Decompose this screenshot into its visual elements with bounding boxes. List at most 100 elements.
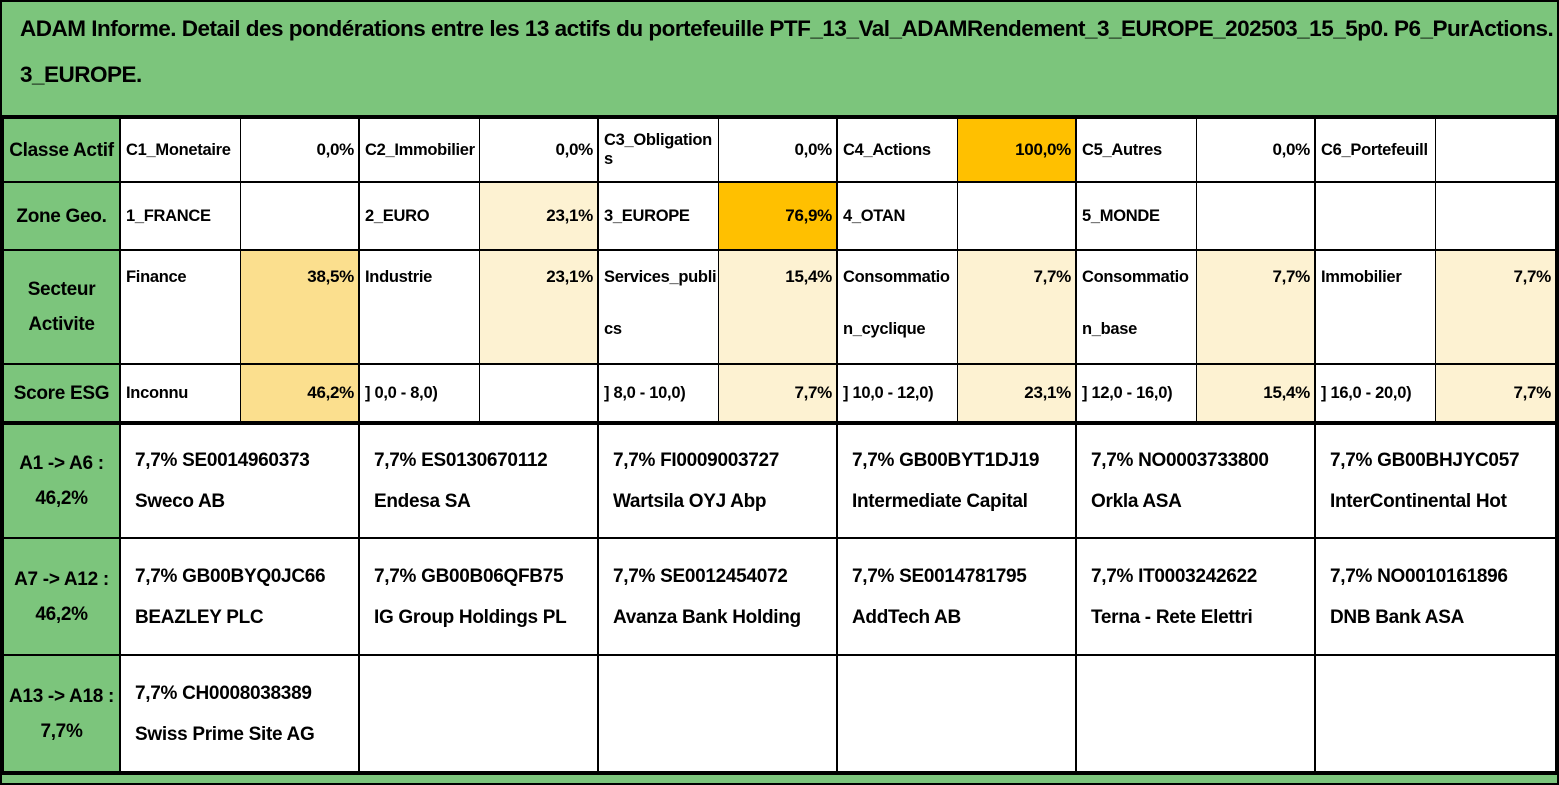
attr-name-cell: Immobilier — [1316, 251, 1436, 363]
holding-name: Terna - Rete Elettri — [1091, 606, 1253, 628]
holding-cell — [1316, 656, 1555, 771]
attr-value-cell — [1197, 183, 1316, 249]
holding-name: BEAZLEY PLC — [135, 606, 264, 628]
attr-name-cell: ] 10,0 - 12,0) — [838, 365, 958, 421]
attr-value-cell: 7,7% — [1436, 251, 1555, 363]
attr-name-cell: 2_EURO — [360, 183, 480, 249]
row-header-label2: Activite — [28, 314, 95, 335]
row-header-label2: 46,2% — [35, 603, 88, 625]
attr-value-cell: 7,7% — [1436, 365, 1555, 421]
row-secteur-activite: Secteur Activite Finance 38,5% Industrie… — [4, 251, 1555, 365]
attr-value-cell: 0,0% — [480, 119, 599, 181]
holding-cell: 7,7% GB00BYT1DJ19 Intermediate Capital — [838, 425, 1077, 537]
attr-name-cell: C2_Immobilier — [360, 119, 480, 181]
holding-weight-isin: 7,7% NO0003733800 — [1091, 450, 1269, 471]
attr-name-cell: Finance — [121, 251, 241, 363]
attr-value-cell: 46,2% — [241, 365, 360, 421]
holding-name: AddTech AB — [852, 606, 961, 628]
holding-weight-isin: 7,7% GB00B06QFB75 — [374, 565, 564, 587]
holding-weight-isin: 7,7% SE0014781795 — [852, 565, 1027, 587]
attr-name-cell: C6_Portefeuill — [1316, 119, 1436, 181]
attr-value-cell — [480, 365, 599, 421]
holding-cell: 7,7% SE0014960373 Sweco AB — [121, 425, 360, 537]
weights-table: Classe Actif C1_Monetaire 0,0% C2_Immobi… — [2, 115, 1557, 775]
attr-name-cell: ] 0,0 - 8,0) — [360, 365, 480, 421]
row-header-label: A7 -> A12 : — [14, 568, 109, 590]
holding-name: Orkla ASA — [1091, 491, 1182, 512]
attr-name-cell: ] 12,0 - 16,0) — [1077, 365, 1197, 421]
attr-value-cell: 7,7% — [1197, 251, 1316, 363]
row-header-zone-geo: Zone Geo. — [4, 183, 121, 249]
holding-name: IG Group Holdings PL — [374, 606, 567, 628]
attr-value-cell — [1436, 183, 1555, 249]
attr-name-cell: ] 16,0 - 20,0) — [1316, 365, 1436, 421]
row-header-label: A13 -> A18 : — [9, 685, 114, 707]
attr-name-cell: Consommation_base — [1077, 251, 1197, 363]
attr-name-cell: C3_Obligations — [599, 119, 719, 181]
holding-name: Sweco AB — [135, 491, 225, 512]
holding-name: InterContinental Hot — [1330, 491, 1507, 512]
attr-name-cell: C5_Autres — [1077, 119, 1197, 181]
attr-value-cell: 7,7% — [719, 365, 838, 421]
holding-name: Avanza Bank Holding — [613, 606, 801, 628]
attr-value-cell: 23,1% — [480, 251, 599, 363]
holding-cell: 7,7% GB00BHJYC057 InterContinental Hot — [1316, 425, 1555, 537]
row-header-label: Classe Actif — [9, 139, 114, 161]
attr-name-cell: ] 8,0 - 10,0) — [599, 365, 719, 421]
holding-weight-isin: 7,7% GB00BYT1DJ19 — [852, 450, 1040, 471]
attr-name-cell: 1_FRANCE — [121, 183, 241, 249]
row-header-a1-a6: A1 -> A6 : 46,2% — [4, 425, 121, 537]
attr-value-cell: 0,0% — [241, 119, 360, 181]
holding-cell: 7,7% SE0014781795 AddTech AB — [838, 539, 1077, 654]
row-header-secteur-activite: Secteur Activite — [4, 251, 121, 363]
holding-weight-isin: 7,7% GB00BHJYC057 — [1330, 450, 1520, 471]
holding-name: Swiss Prime Site AG — [135, 723, 315, 745]
attr-value-cell: 38,5% — [241, 251, 360, 363]
attr-value-cell: 23,1% — [480, 183, 599, 249]
attr-value-cell — [958, 183, 1077, 249]
attr-name-cell: C4_Actions — [838, 119, 958, 181]
holding-cell: 7,7% CH0008038389 Swiss Prime Site AG — [121, 656, 360, 771]
attr-value-cell — [1436, 119, 1555, 181]
attr-value-cell: 23,1% — [958, 365, 1077, 421]
attr-name-cell: 4_OTAN — [838, 183, 958, 249]
row-header-label: A1 -> A6 : — [19, 453, 104, 474]
row-holdings-a7-a12: A7 -> A12 : 46,2% 7,7% GB00BYQ0JC66 BEAZ… — [4, 539, 1555, 656]
report-title-line1: ADAM Informe. Detail des pondérations en… — [20, 16, 1554, 41]
holding-weight-isin: 7,7% FI0009003727 — [613, 450, 780, 471]
row-header-score-esg: Score ESG — [4, 365, 121, 421]
attr-value-cell: 7,7% — [958, 251, 1077, 363]
attr-value-cell: 15,4% — [719, 251, 838, 363]
holding-weight-isin: 7,7% CH0008038389 — [135, 682, 312, 704]
report-title-line2: 3_EUROPE. — [20, 62, 142, 87]
holding-cell: 7,7% NO0010161896 DNB Bank ASA — [1316, 539, 1555, 654]
report-title: ADAM Informe. Detail des pondérations en… — [2, 2, 1557, 115]
holding-cell: 7,7% FI0009003727 Wartsila OYJ Abp — [599, 425, 838, 537]
row-header-label2: 46,2% — [35, 488, 88, 509]
holding-cell: 7,7% IT0003242622 Terna - Rete Elettri — [1077, 539, 1316, 654]
row-zone-geo: Zone Geo. 1_FRANCE 2_EURO 23,1% 3_EUROPE… — [4, 183, 1555, 251]
holding-weight-isin: 7,7% NO0010161896 — [1330, 565, 1508, 587]
row-header-a7-a12: A7 -> A12 : 46,2% — [4, 539, 121, 654]
attr-name-cell: Industrie — [360, 251, 480, 363]
holding-cell — [599, 656, 838, 771]
row-classe-actif: Classe Actif C1_Monetaire 0,0% C2_Immobi… — [4, 119, 1555, 183]
holding-cell — [360, 656, 599, 771]
holding-weight-isin: 7,7% SE0014960373 — [135, 450, 310, 471]
holding-cell — [1077, 656, 1316, 771]
attr-value-cell: 100,0% — [958, 119, 1077, 181]
holding-cell: 7,7% SE0012454072 Avanza Bank Holding — [599, 539, 838, 654]
holding-cell: 7,7% NO0003733800 Orkla ASA — [1077, 425, 1316, 537]
holding-name: Wartsila OYJ Abp — [613, 491, 767, 512]
holding-name: Endesa SA — [374, 491, 471, 512]
attr-name-cell: Consommation_cyclique — [838, 251, 958, 363]
row-holdings-a1-a6: A1 -> A6 : 46,2% 7,7% SE0014960373 Sweco… — [4, 425, 1555, 539]
holding-cell: 7,7% GB00BYQ0JC66 BEAZLEY PLC — [121, 539, 360, 654]
row-header-a13-a18: A13 -> A18 : 7,7% — [4, 656, 121, 771]
holding-weight-isin: 7,7% IT0003242622 — [1091, 565, 1258, 587]
attr-value-cell: 15,4% — [1197, 365, 1316, 421]
attr-name-cell: Services_publics — [599, 251, 719, 363]
row-header-label: Score ESG — [13, 382, 110, 404]
attr-value-cell: 76,9% — [719, 183, 838, 249]
